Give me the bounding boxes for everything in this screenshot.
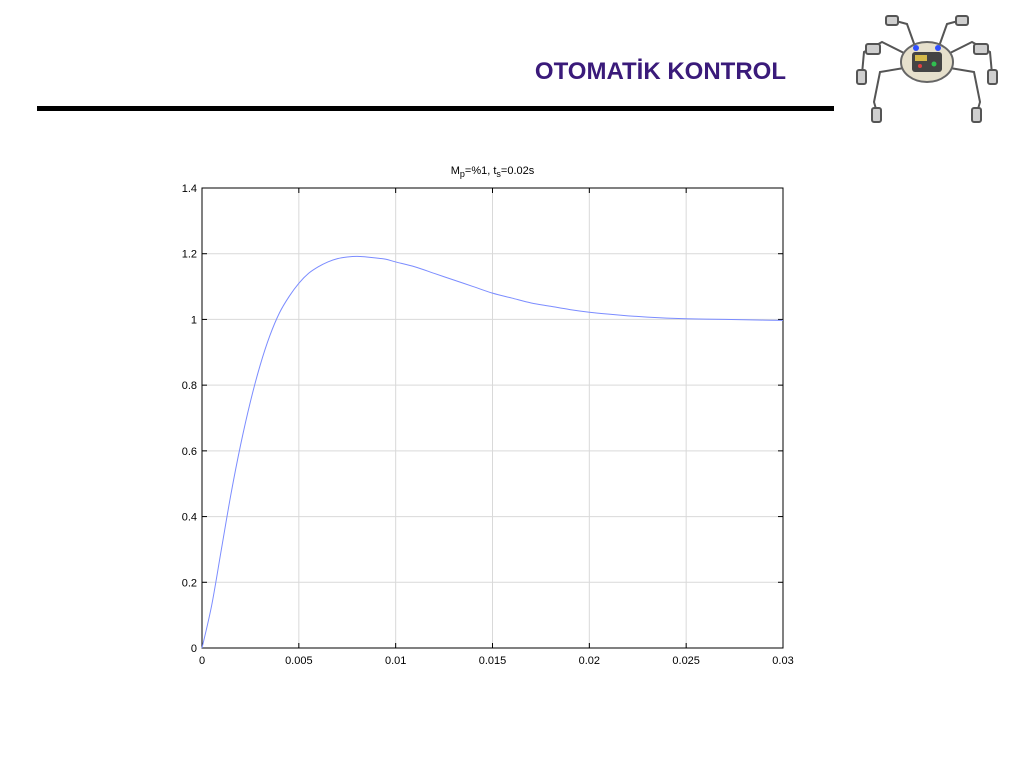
- y-tick-labels: 0 0.2 0.4 0.6 0.8 1 1.2 1.4: [182, 183, 197, 655]
- y-tick-label: 1.4: [182, 183, 197, 195]
- x-tick-label: 0.02: [579, 655, 600, 667]
- series-line: [201, 255, 784, 649]
- y-tick-label: 1.2: [182, 249, 197, 261]
- grid-lines: [201, 187, 784, 649]
- step-response-chart: 0 0.005 0.01 0.015 0.02 0.025 0.03 00.20.40.60…: [182, 165, 794, 667]
- slide-title: OTOMATİK KONTROL: [534, 58, 786, 85]
- y-tick-label: 0.6: [182, 446, 197, 458]
- chart-title-main: M: [451, 165, 460, 177]
- y-tick-label: 0.2: [182, 577, 197, 589]
- series-layer: [201, 255, 784, 649]
- chart-title-mid: =%1, t: [465, 165, 497, 177]
- y-tick-label: 0.4: [182, 512, 197, 524]
- y-tick-label: 1: [191, 314, 197, 326]
- y-tick-label: 0.8: [182, 380, 197, 392]
- x-tick-label: 0: [199, 655, 205, 667]
- y-tick-label: 0: [191, 643, 197, 655]
- chart-title-sub1: p: [460, 169, 465, 179]
- x-tick-label: 0.015: [479, 655, 507, 667]
- axis-ticks: [201, 187, 784, 649]
- hexapod-robot-image: [856, 15, 998, 123]
- title-divider: [37, 106, 834, 111]
- x-tick-label: 0.005: [285, 655, 313, 667]
- x-tick-label: 0.025: [672, 655, 700, 667]
- x-tick-label: 0.03: [772, 655, 793, 667]
- chart-title: Mp=%1, ts=0.02s: [451, 165, 535, 179]
- chart-title-end: =0.02s: [501, 165, 535, 177]
- x-tick-labels: 0 0.005 0.01 0.015 0.02 0.025 0.03: [199, 655, 794, 667]
- x-tick-label: 0.01: [385, 655, 406, 667]
- chart-title-sub2: s: [496, 169, 501, 179]
